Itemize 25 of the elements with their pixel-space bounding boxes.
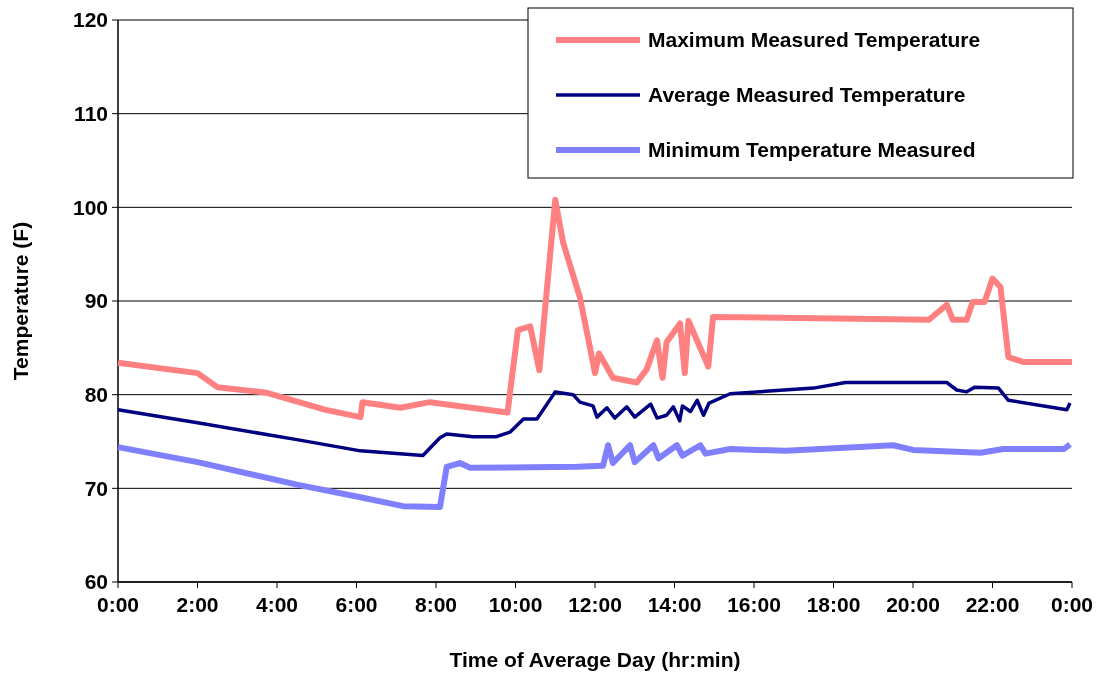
x-tick-label: 20:00: [886, 593, 940, 616]
x-tick-label: 16:00: [727, 593, 781, 616]
y-tick-label: 70: [84, 476, 108, 500]
x-tick-label: 12:00: [568, 593, 622, 616]
x-tick-label: 22:00: [965, 593, 1020, 616]
x-tick-label: 6:00: [335, 593, 378, 616]
y-tick-label: 110: [74, 102, 108, 126]
x-tick-label: 2:00: [176, 593, 219, 616]
x-tick-label: 14:00: [647, 593, 702, 616]
y-axis-title: Temperature (F): [9, 221, 32, 381]
y-tick-label: 120: [72, 8, 108, 32]
x-tick-label: 8:00: [414, 593, 458, 616]
y-tick-label: 80: [84, 383, 108, 407]
x-tick-label: 18:00: [806, 593, 861, 616]
x-tick-label: 4:00: [255, 593, 299, 616]
y-tick-label: 90: [84, 289, 108, 313]
y-tick-label: 60: [84, 570, 108, 594]
x-tick-label: 0:00: [96, 593, 140, 616]
y-tick-label: 100: [72, 195, 108, 219]
legend-label: Minimum Temperature Measured: [648, 138, 976, 162]
x-axis-title: Time of Average Day (hr:min): [449, 648, 741, 671]
x-tick-label: 10:00: [488, 593, 543, 616]
x-tick-label: 0:00: [1050, 593, 1094, 616]
legend-label: Maximum Measured Temperature: [648, 28, 981, 52]
legend-label: Average Measured Temperature: [648, 83, 966, 107]
